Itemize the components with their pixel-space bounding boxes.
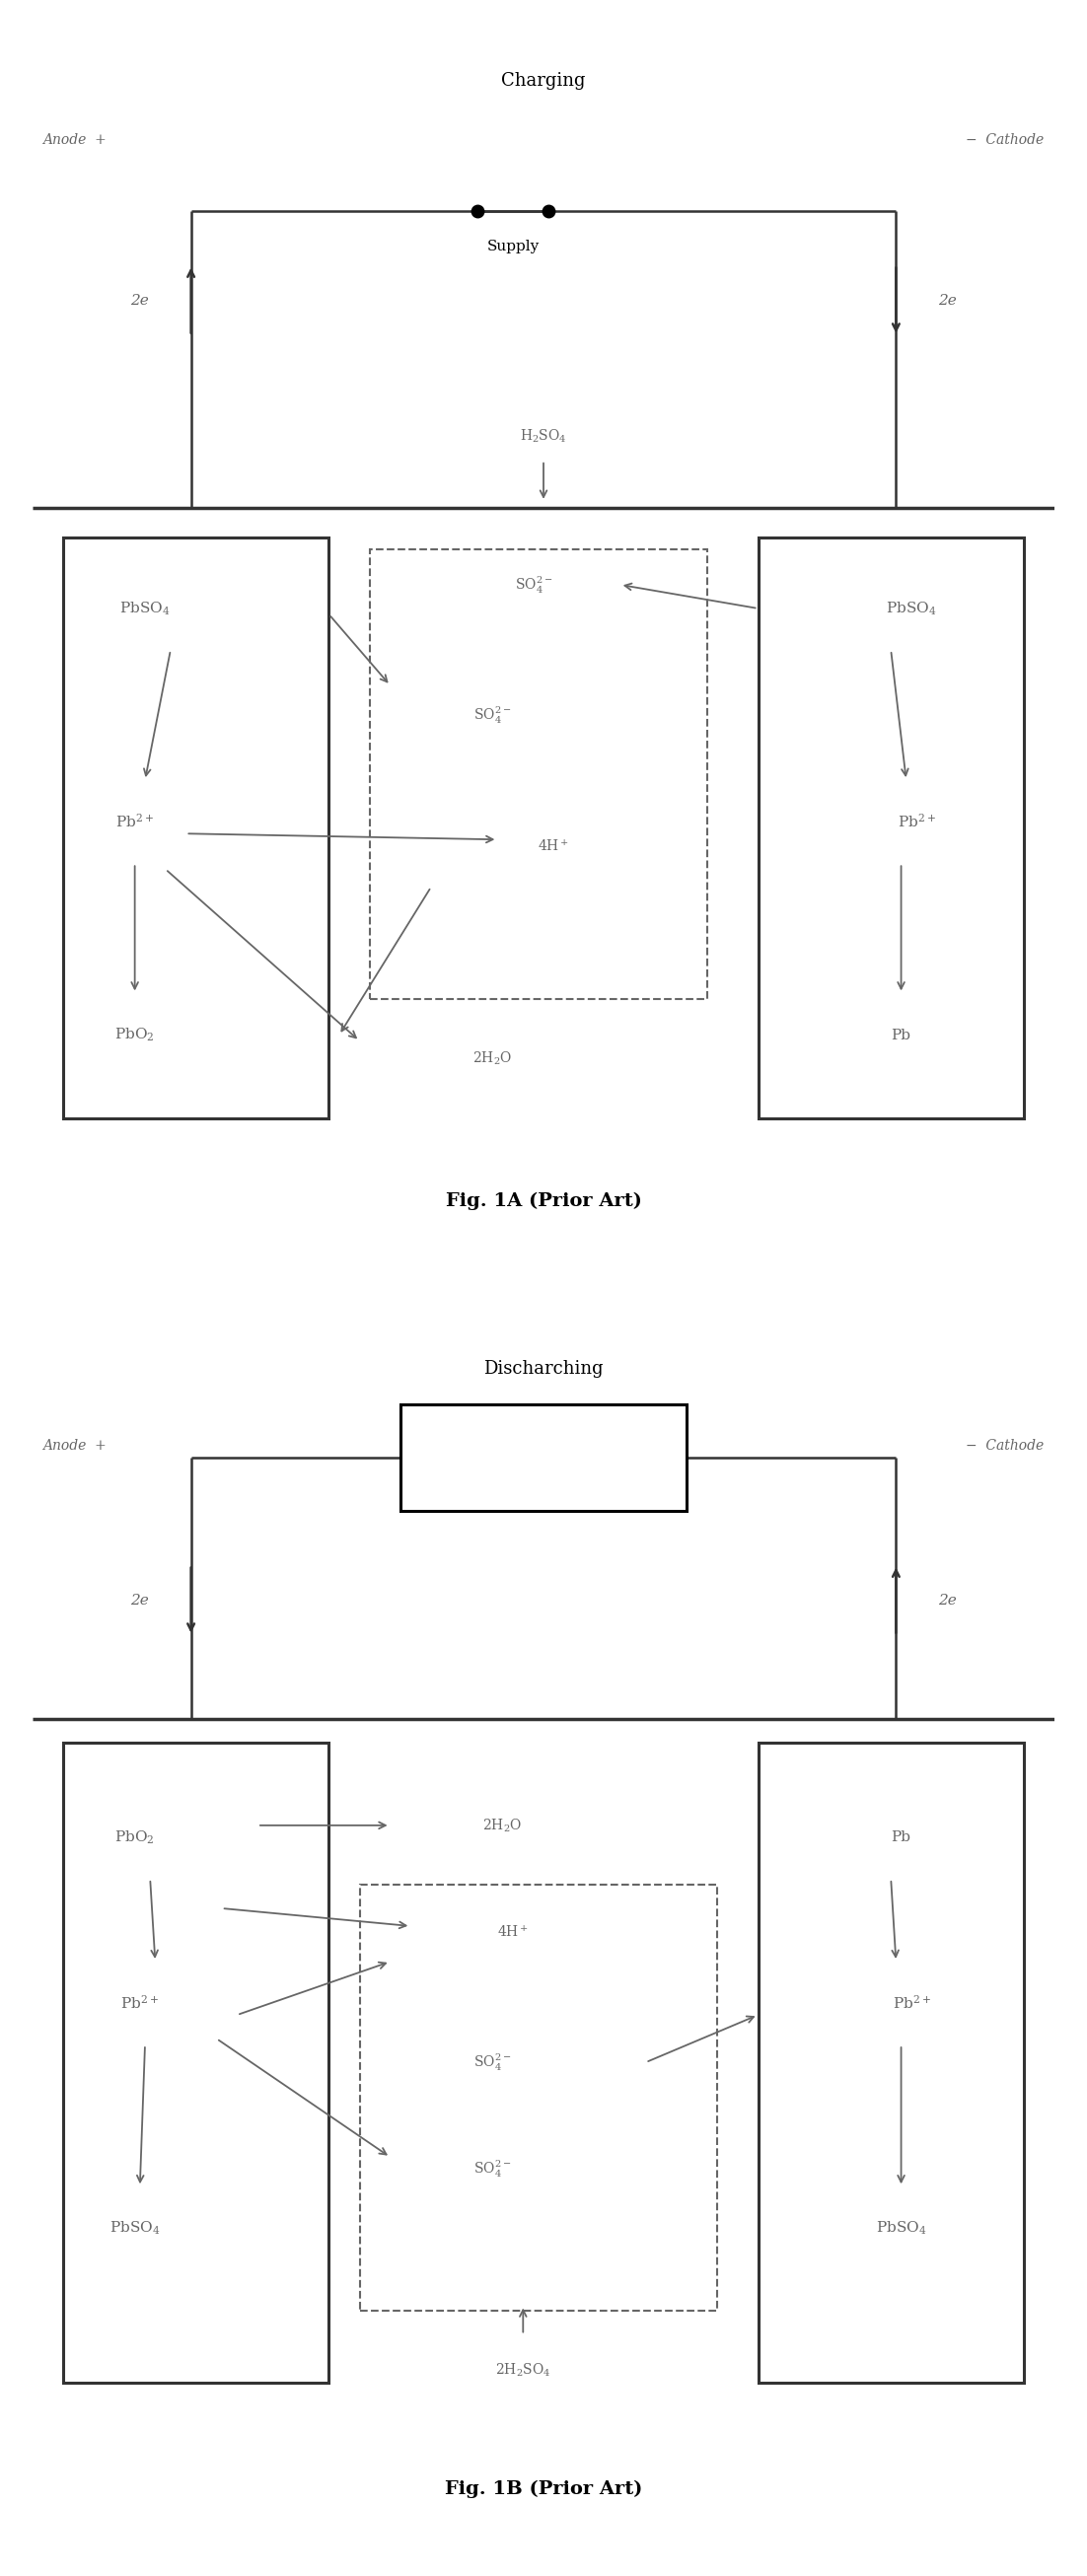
Text: $\mathregular{SO_4^{2-}}$: $\mathregular{SO_4^{2-}}$: [474, 706, 511, 726]
Text: $\mathregular{SO_4^{2-}}$: $\mathregular{SO_4^{2-}}$: [514, 574, 552, 595]
Text: Charging: Charging: [501, 72, 586, 90]
Text: Fig. 1A (Prior Art): Fig. 1A (Prior Art): [446, 1193, 641, 1211]
Text: 2e: 2e: [938, 294, 957, 307]
Bar: [63, 1741, 329, 2383]
Text: −  Cathode: − Cathode: [966, 134, 1045, 147]
Text: Pb: Pb: [891, 1832, 911, 1844]
Text: $\mathregular{PbO_2}$: $\mathregular{PbO_2}$: [115, 1829, 154, 1847]
Bar: [758, 1741, 1024, 2383]
Text: $\mathregular{PbO_2}$: $\mathregular{PbO_2}$: [115, 1025, 154, 1043]
Text: 2e: 2e: [130, 1595, 149, 1607]
Text: $\mathregular{Pb^{2+}}$: $\mathregular{Pb^{2+}}$: [115, 814, 154, 829]
Text: $\mathregular{SO_4^{2-}}$: $\mathregular{SO_4^{2-}}$: [474, 2159, 511, 2179]
Text: 2e: 2e: [130, 294, 149, 307]
Text: $\mathregular{2H_2SO_4}$: $\mathregular{2H_2SO_4}$: [496, 2362, 551, 2380]
Text: $\mathregular{PbSO_4}$: $\mathregular{PbSO_4}$: [120, 600, 171, 618]
Text: 2e: 2e: [938, 1595, 957, 1607]
Text: $\mathregular{4H^+}$: $\mathregular{4H^+}$: [497, 1924, 528, 1940]
Text: $\mathregular{4H^+}$: $\mathregular{4H^+}$: [538, 837, 570, 853]
Bar: [63, 538, 329, 1118]
Text: $\mathregular{SO_4^{2-}}$: $\mathregular{SO_4^{2-}}$: [474, 2053, 511, 2074]
Text: $\mathregular{Pb^{2+}}$: $\mathregular{Pb^{2+}}$: [892, 1994, 930, 2012]
Text: Discharching: Discharching: [484, 1360, 603, 1378]
Text: Supply: Supply: [487, 240, 539, 255]
Text: $\mathregular{2H_2O}$: $\mathregular{2H_2O}$: [473, 1051, 512, 1066]
Text: Fig. 1B (Prior Art): Fig. 1B (Prior Art): [445, 2481, 642, 2499]
Text: $\mathregular{PbSO_4}$: $\mathregular{PbSO_4}$: [886, 600, 937, 618]
Text: $\mathregular{Pb^{2+}}$: $\mathregular{Pb^{2+}}$: [121, 1994, 159, 2012]
Text: Anode  +: Anode +: [42, 134, 107, 147]
Text: $\mathregular{PbSO_4}$: $\mathregular{PbSO_4}$: [876, 2221, 926, 2236]
Text: $\mathregular{2H_2O}$: $\mathregular{2H_2O}$: [483, 1816, 523, 1834]
Text: Load: Load: [523, 1450, 564, 1466]
Bar: [758, 538, 1024, 1118]
Bar: [360, 1886, 717, 2311]
Bar: [370, 549, 707, 999]
Text: $\mathregular{Pb^{2+}}$: $\mathregular{Pb^{2+}}$: [897, 814, 936, 829]
Text: Pb: Pb: [891, 1028, 911, 1041]
Text: $\mathregular{H_2SO_4}$: $\mathregular{H_2SO_4}$: [520, 428, 567, 446]
Bar: [400, 1404, 687, 1512]
Text: $\mathregular{PbSO_4}$: $\mathregular{PbSO_4}$: [110, 2221, 160, 2236]
Text: −  Cathode: − Cathode: [966, 1440, 1045, 1453]
Text: Anode  +: Anode +: [42, 1440, 107, 1453]
